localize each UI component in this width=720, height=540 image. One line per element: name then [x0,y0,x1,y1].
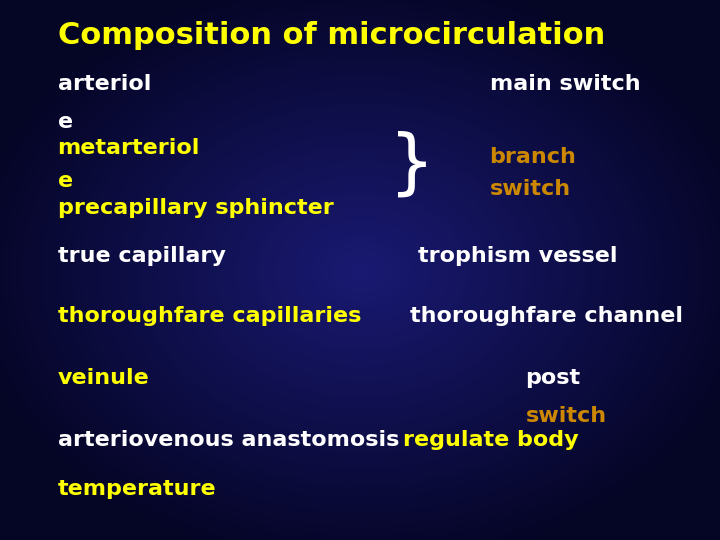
Text: post: post [526,368,581,388]
Text: precapillary sphincter: precapillary sphincter [58,198,333,218]
Text: switch: switch [490,179,571,199]
Text: main switch: main switch [490,73,640,94]
Text: branch: branch [490,146,577,167]
Text: arteriol: arteriol [58,73,151,94]
Text: thoroughfare capillaries: thoroughfare capillaries [58,306,361,326]
Text: true capillary: true capillary [58,246,225,267]
Text: veinule: veinule [58,368,149,388]
Text: Composition of microcirculation: Composition of microcirculation [58,21,605,50]
Text: temperature: temperature [58,478,216,499]
Text: }: } [389,130,435,199]
Text: regulate body: regulate body [403,430,579,450]
Text: e: e [58,171,73,191]
Text: trophism vessel: trophism vessel [418,246,617,267]
Text: metarteriol: metarteriol [58,138,200,159]
Text: e: e [58,111,73,132]
Text: arteriovenous anastomosis: arteriovenous anastomosis [58,430,399,450]
Text: switch: switch [526,406,607,426]
Text: thoroughfare channel: thoroughfare channel [410,306,683,326]
